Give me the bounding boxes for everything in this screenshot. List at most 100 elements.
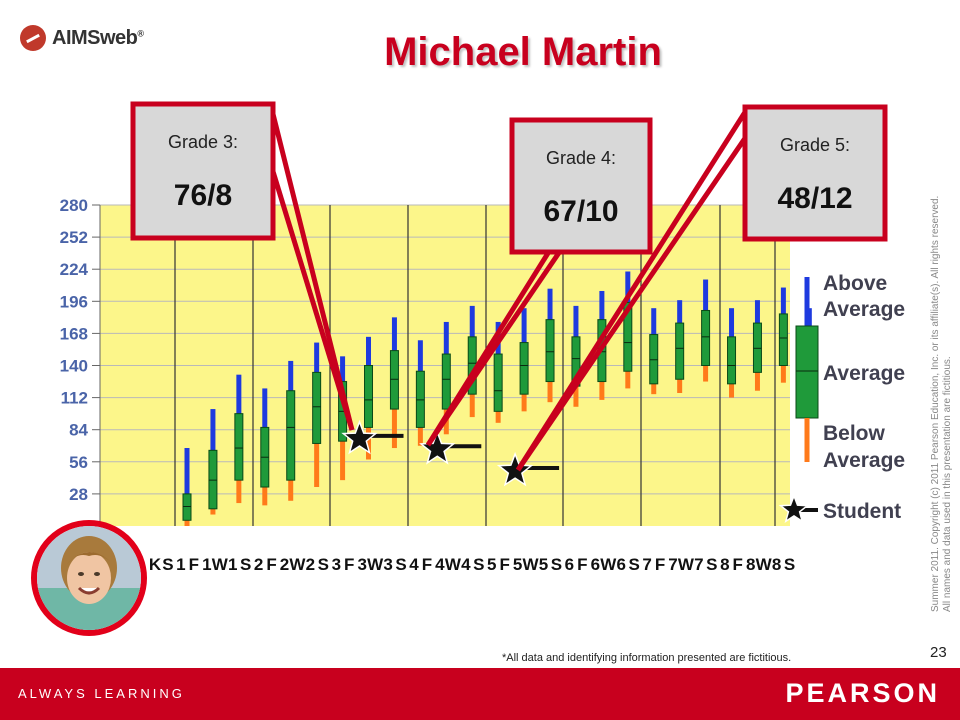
callout-score-value: 67/10 <box>543 195 618 228</box>
average-box <box>545 319 555 383</box>
student-name-title: Michael Martin <box>384 30 662 74</box>
average-box <box>623 301 633 372</box>
x-tick-label: S <box>240 555 251 574</box>
x-tick-label: 7 <box>668 555 677 574</box>
y-tick-label: 224 <box>60 260 89 279</box>
x-tick-label: 2 <box>254 555 263 574</box>
footer-bar: ALWAYS LEARNING PEARSON <box>0 668 960 720</box>
average-box <box>778 313 788 366</box>
x-tick-label: 2 <box>280 555 289 574</box>
x-tick-label: 6 <box>591 555 600 574</box>
average-box <box>727 336 737 385</box>
x-tick-label: F <box>266 555 276 574</box>
x-tick-label: S <box>318 555 329 574</box>
x-tick-label: 8 <box>720 555 729 574</box>
callout-grade-label: Grade 5: <box>780 135 850 155</box>
y-tick-label: 28 <box>69 485 88 504</box>
x-tick-label: S <box>706 555 717 574</box>
grade-callout: Grade 3: 76/8 <box>130 101 276 241</box>
copyright-notice: Summer 2011. Copyright (c) 2011 Pearson … <box>930 195 953 612</box>
aimsweb-logo: AIMSweb® <box>20 22 150 58</box>
x-tick-label: 3 <box>357 555 366 574</box>
legend-below-label: Below <box>823 422 886 445</box>
average-box <box>286 390 296 481</box>
x-tick-label: S <box>784 555 795 574</box>
average-box <box>675 322 685 380</box>
legend-below-label: Average <box>823 449 905 472</box>
footer-tagline: ALWAYS LEARNING <box>18 686 185 701</box>
x-tick-label: 3 <box>332 555 341 574</box>
x-tick-label: S <box>473 555 484 574</box>
fictitious-disclaimer: *All data and identifying information pr… <box>502 652 792 664</box>
x-tick-label: 2 <box>306 555 315 574</box>
legend-student-star <box>778 493 810 524</box>
aimsweb-logo-text: AIMSweb® <box>52 27 144 49</box>
x-tick-label: 1 <box>202 555 211 574</box>
x-tick-label: S <box>395 555 406 574</box>
average-box <box>441 353 451 410</box>
x-tick-label: W <box>756 555 773 574</box>
callout-box <box>742 104 888 242</box>
x-tick-label: 1 <box>228 555 237 574</box>
x-tick-label: 6 <box>616 555 625 574</box>
x-tick-label: 8 <box>772 555 781 574</box>
x-tick-label: 4 <box>461 555 471 574</box>
student-star <box>419 430 456 465</box>
callout-connector <box>268 105 355 431</box>
callout-grade-label: Grade 4: <box>546 148 616 168</box>
y-tick-label: 280 <box>60 196 88 215</box>
y-tick-label: 112 <box>61 389 88 408</box>
average-box <box>389 350 399 410</box>
student-marks <box>341 419 560 487</box>
average-box <box>208 449 218 510</box>
callout-box <box>130 101 276 241</box>
legend-above-label: Above <box>823 272 887 295</box>
x-tick-label: S <box>551 555 562 574</box>
y-tick-label: 140 <box>60 357 88 376</box>
x-tick-label: S <box>162 555 173 574</box>
average-box <box>649 334 659 385</box>
x-tick-label: W <box>445 555 462 574</box>
x-tick-label: 4 <box>409 555 419 574</box>
x-tick-label: W <box>523 555 540 574</box>
x-tick-label: 1 <box>176 555 185 574</box>
y-tick-label: 252 <box>60 228 88 247</box>
x-tick-label: 5 <box>539 555 548 574</box>
x-tick-label: K <box>149 555 162 574</box>
grade-callout: Grade 5: 48/12 <box>742 104 888 242</box>
x-tick-label: 7 <box>694 555 703 574</box>
y-tick-label: 168 <box>60 324 88 343</box>
average-box <box>701 309 711 367</box>
average-box <box>752 322 762 373</box>
x-tick-label: W <box>367 555 384 574</box>
callout-score-value: 76/8 <box>174 179 232 212</box>
pearson-brand: PEARSON <box>785 678 940 708</box>
x-tick-label: F <box>344 555 354 574</box>
y-tick-label: 196 <box>60 292 88 311</box>
callout-score-value: 48/12 <box>777 182 852 215</box>
x-tick-label: 7 <box>642 555 651 574</box>
legend-student-label: Student <box>823 500 901 523</box>
callouts: Grade 3: 76/8 Grade 4: 67/10 Grade 5: 48/12 <box>130 101 888 472</box>
x-tick-label: 5 <box>487 555 496 574</box>
x-tick-label: W <box>600 555 617 574</box>
x-tick-label: F <box>189 555 199 574</box>
x-tick-label: F <box>655 555 665 574</box>
x-tick-label: 5 <box>513 555 522 574</box>
legend-above-label: Average <box>823 298 905 321</box>
x-tick-label: F <box>499 555 509 574</box>
average-box <box>364 365 374 428</box>
x-tick-label: 4 <box>435 555 445 574</box>
aimsweb-logo-icon <box>20 25 46 51</box>
x-tick-label: F <box>422 555 432 574</box>
student-photo <box>31 520 147 636</box>
student-star <box>496 451 534 487</box>
average-box <box>415 370 425 428</box>
y-tick-label: 56 <box>69 453 88 472</box>
grade-callout: Grade 4: 67/10 <box>509 117 653 255</box>
average-box <box>234 413 244 481</box>
average-box <box>312 371 322 444</box>
y-tick-label: 84 <box>69 421 88 440</box>
